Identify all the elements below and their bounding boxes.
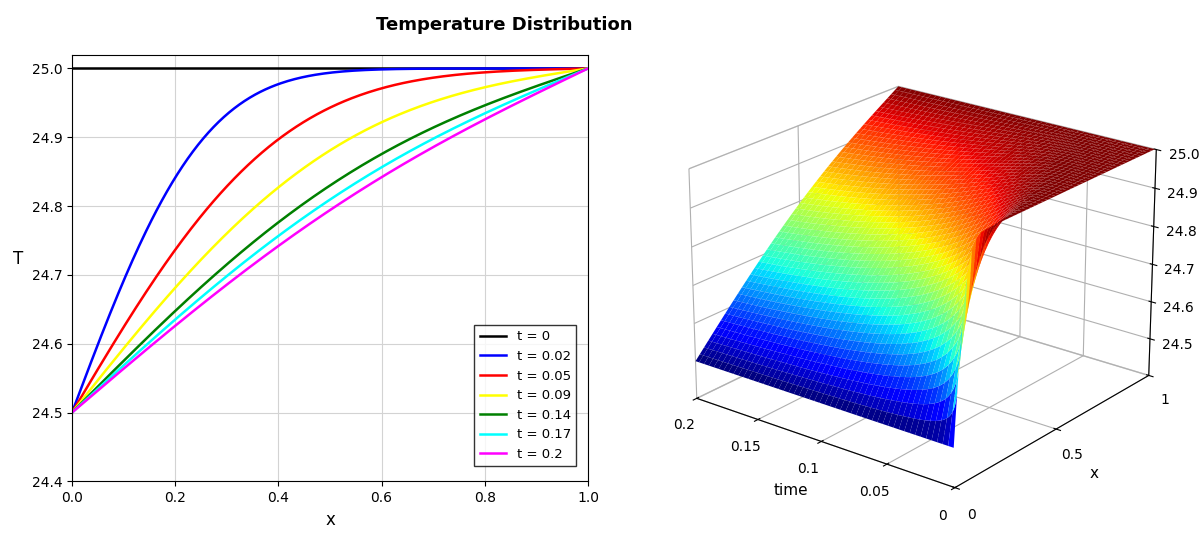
Y-axis label: T: T xyxy=(12,250,23,268)
Line: t = 0.2: t = 0.2 xyxy=(72,68,588,412)
t = 0 xyxy=(66,65,80,72)
X-axis label: x: x xyxy=(325,511,335,528)
t = 0 xyxy=(581,65,595,72)
t = 0.17 xyxy=(581,65,595,72)
t = 0.2 xyxy=(499,105,514,112)
t = 0.02 xyxy=(533,65,547,72)
t = 0.05 xyxy=(65,409,79,416)
t = 0.17 xyxy=(65,409,79,416)
t = 0.14 xyxy=(66,408,80,414)
t = 0.2 xyxy=(65,409,79,416)
Legend: t = 0, t = 0.02, t = 0.05, t = 0.09, t = 0.14, t = 0.17, t = 0.2: t = 0, t = 0.02, t = 0.05, t = 0.09, t =… xyxy=(474,325,576,466)
t = 0.09 xyxy=(581,65,595,72)
t = 0.05 xyxy=(380,83,395,90)
t = 0.2 xyxy=(581,65,595,72)
t = 0.02 xyxy=(371,66,385,73)
t = 0.14 xyxy=(533,82,547,88)
t = 0 xyxy=(380,65,395,72)
Line: t = 0.14: t = 0.14 xyxy=(72,68,588,412)
Line: t = 0.17: t = 0.17 xyxy=(72,68,588,412)
t = 0.17 xyxy=(380,160,395,167)
t = 0.14 xyxy=(499,94,514,100)
t = 0.05 xyxy=(66,406,80,413)
t = 0.05 xyxy=(581,65,595,72)
t = 0.02 xyxy=(380,66,395,73)
t = 0 xyxy=(372,65,386,72)
t = 0.09 xyxy=(66,407,80,414)
t = 0.14 xyxy=(581,65,595,72)
t = 0.17 xyxy=(533,86,547,92)
t = 0.2 xyxy=(372,176,386,182)
t = 0.09 xyxy=(499,79,514,86)
t = 0.17 xyxy=(66,408,80,414)
X-axis label: time: time xyxy=(774,483,809,498)
t = 0.2 xyxy=(371,177,385,183)
Text: Temperature Distribution: Temperature Distribution xyxy=(376,16,632,34)
t = 0.05 xyxy=(499,68,514,74)
t = 0.02 xyxy=(372,66,386,73)
Line: t = 0.02: t = 0.02 xyxy=(72,68,588,412)
t = 0.09 xyxy=(372,120,386,127)
t = 0 xyxy=(65,65,79,72)
t = 0.09 xyxy=(65,409,79,416)
t = 0.05 xyxy=(533,66,547,73)
t = 0 xyxy=(499,65,514,72)
Line: t = 0.09: t = 0.09 xyxy=(72,68,588,412)
t = 0.2 xyxy=(533,89,547,95)
Line: t = 0.05: t = 0.05 xyxy=(72,68,588,412)
t = 0.14 xyxy=(65,409,79,416)
t = 0.02 xyxy=(65,409,79,416)
t = 0.09 xyxy=(380,116,395,123)
t = 0.05 xyxy=(371,86,385,93)
t = 0.17 xyxy=(499,100,514,107)
t = 0.2 xyxy=(66,408,80,415)
t = 0.02 xyxy=(581,65,595,72)
t = 0.2 xyxy=(380,170,395,177)
t = 0.05 xyxy=(372,86,386,92)
t = 0.14 xyxy=(371,153,385,160)
t = 0 xyxy=(533,65,547,72)
t = 0.14 xyxy=(372,152,386,159)
t = 0.09 xyxy=(533,73,547,79)
t = 0.09 xyxy=(371,121,385,127)
t = 0.02 xyxy=(66,405,80,411)
t = 0.17 xyxy=(372,165,386,172)
t = 0.14 xyxy=(380,147,395,154)
t = 0.02 xyxy=(499,65,514,72)
Y-axis label: x: x xyxy=(1090,466,1099,481)
t = 0 xyxy=(371,65,385,72)
t = 0.17 xyxy=(371,166,385,173)
